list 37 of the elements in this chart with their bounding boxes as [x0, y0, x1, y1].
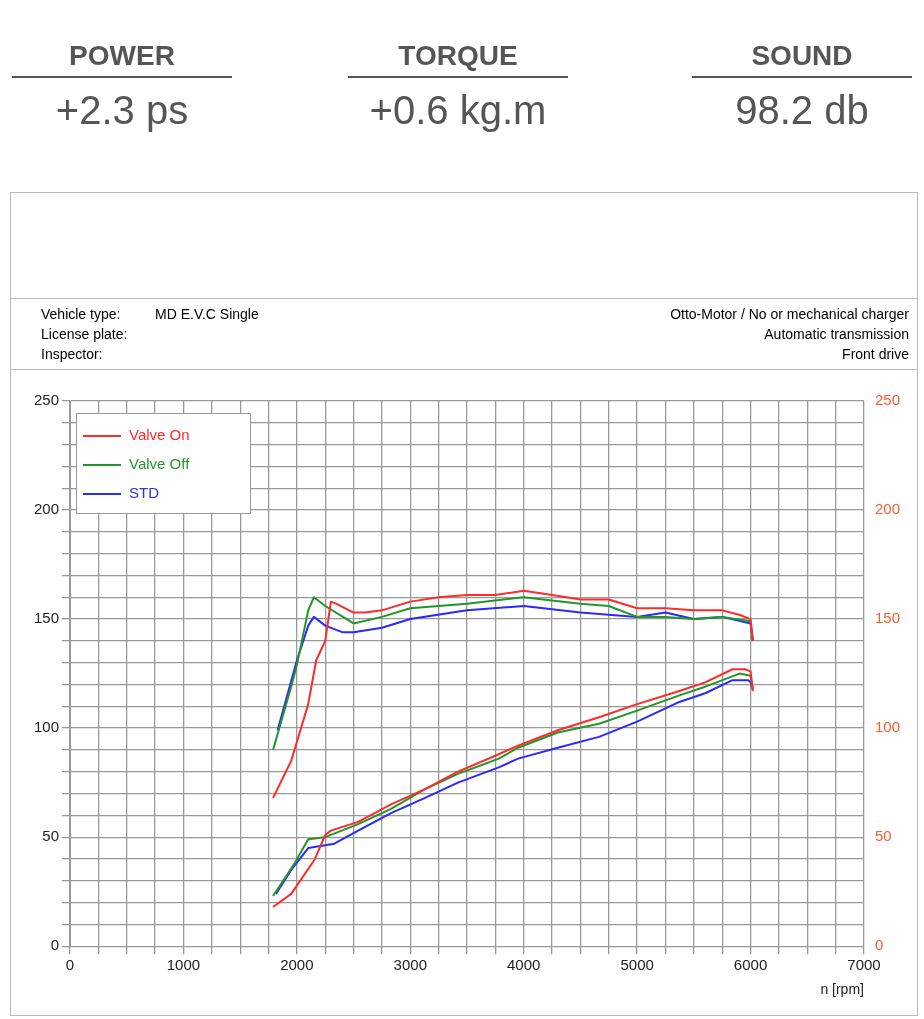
x-tick-label: 6000 — [733, 956, 768, 974]
x-tick-label: 7000 — [847, 956, 881, 974]
text: SOUND — [692, 40, 912, 78]
y-tick-label: 100 — [34, 718, 60, 736]
y2-tick-label: 150 — [874, 609, 900, 627]
text: Vehicle type: — [41, 305, 122, 324]
legend-label: Valve On — [129, 426, 190, 443]
text: Otto-Motor / No or mechanical charger — [670, 305, 909, 324]
text: License plate: — [41, 325, 129, 344]
legend-label: STD — [129, 484, 160, 501]
text: +2.3 ps — [54, 88, 190, 133]
text: 98.2 db — [734, 88, 870, 133]
x-tick-label: 1000 — [166, 956, 201, 974]
y2-tick-label: 200 — [874, 500, 900, 518]
y-tick-label: 0 — [50, 936, 60, 954]
text: MD E.V.C Single — [155, 306, 259, 322]
y2-tick-label: 0 — [874, 936, 884, 954]
text: +0.6 kg.m — [368, 88, 548, 133]
x-tick-label: 3000 — [393, 956, 427, 974]
y-tick-label: 200 — [34, 500, 60, 518]
y-tick-label: 150 — [34, 609, 60, 627]
x-tick-label: 4000 — [507, 956, 541, 974]
y-tick-label: 50 — [42, 827, 60, 845]
text: Inspector: — [41, 345, 104, 364]
y-tick-label: 250 — [34, 391, 60, 409]
text: TORQUE — [348, 40, 568, 78]
y2-tick-label: 50 — [874, 827, 892, 845]
x-tick-label: 5000 — [620, 956, 654, 974]
x-tick-label: 2000 — [280, 956, 314, 974]
legend-label: Valve Off — [129, 455, 190, 472]
text: POWER — [12, 40, 232, 78]
text: Front drive — [841, 345, 909, 364]
y2-tick-label: 250 — [874, 391, 900, 409]
y2-tick-label: 100 — [874, 718, 900, 736]
text: Automatic transmission — [763, 325, 909, 344]
x-axis-title: n [rpm] — [820, 981, 864, 998]
x-tick-label: 0 — [65, 956, 75, 974]
